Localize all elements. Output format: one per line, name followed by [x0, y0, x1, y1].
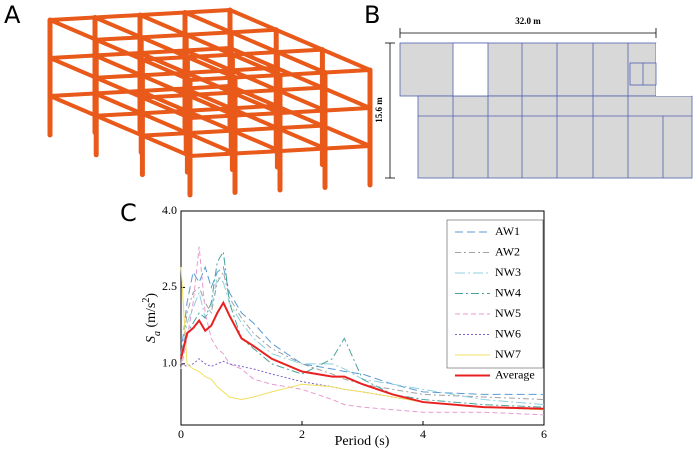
width-label: 32.0 m [515, 16, 541, 26]
y-label-part: a [152, 331, 163, 336]
frame-member [138, 13, 282, 77]
frame-member [48, 94, 192, 158]
legend-label: Average [495, 367, 535, 381]
depth-label: 15.6 m [374, 97, 384, 123]
panel-label: A [4, 1, 21, 29]
y-axis-label: Sa (m/s2) [141, 293, 163, 343]
y-label-part: (m/s [144, 303, 159, 331]
frame-member [93, 91, 237, 156]
series-line [180, 267, 545, 411]
frame-member [48, 56, 192, 120]
legend-label: NW5 [495, 306, 521, 320]
frame-member [228, 84, 372, 148]
x-tick-label: 2 [299, 427, 305, 441]
legend-label: NW4 [495, 285, 521, 299]
series-line [180, 250, 545, 408]
frame-member [183, 86, 327, 151]
y-label-part: 2 [141, 298, 152, 303]
x-tick-label: 4 [420, 427, 426, 441]
y-tick-label: 2.5 [162, 279, 177, 293]
legend-label: AW2 [495, 244, 520, 258]
y-label-part: S [144, 336, 159, 343]
y-label-part: ) [144, 293, 159, 298]
floor-plan [385, 28, 693, 179]
plot-frame [180, 210, 545, 426]
frame-member [183, 48, 327, 113]
y-tick-label: 4.0 [162, 203, 177, 217]
frame-member [48, 18, 192, 82]
legend-label: AW1 [495, 224, 520, 238]
panel-label: C [120, 199, 137, 227]
series-line [180, 265, 544, 395]
x-axis-label: Period (s) [335, 434, 390, 449]
series-line [180, 276, 545, 406]
frame-member [138, 51, 282, 115]
frame-member [93, 53, 237, 118]
frame-member [228, 8, 372, 72]
legend-label: NW7 [495, 347, 521, 361]
frame-member [93, 15, 237, 80]
structure-model [47, 7, 373, 198]
series-line [180, 270, 545, 401]
panel-label: B [364, 1, 380, 29]
x-tick-label: 0 [178, 427, 184, 441]
series-line [180, 300, 545, 410]
y-tick-label: 1.0 [162, 356, 177, 370]
x-tick-label: 6 [541, 427, 547, 441]
frame-member [183, 10, 327, 75]
legend-label: NW6 [495, 326, 521, 340]
frame-member [138, 89, 282, 153]
legend-label: NW3 [495, 265, 521, 279]
frame-member [228, 46, 372, 110]
